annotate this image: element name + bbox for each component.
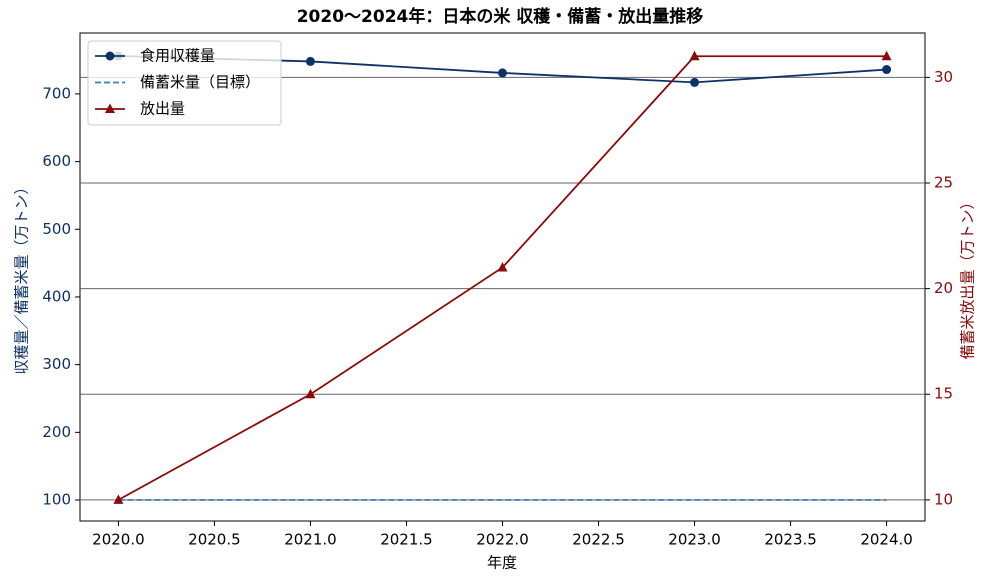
y-tick-label: 400 (42, 287, 71, 305)
y2-tick-label: 15 (934, 385, 953, 403)
y-tick-label: 600 (42, 152, 71, 170)
legend-label: 放出量 (140, 100, 185, 118)
legend-box (87, 40, 282, 126)
y-tick-label: 500 (42, 220, 71, 238)
data-point (498, 68, 507, 78)
chart-title: 2020〜2024年：日本の米 収穫・備蓄・放出量推移 (297, 6, 704, 27)
legend-label: 食用収穫量 (140, 47, 215, 65)
data-point (881, 50, 892, 61)
legend-label: 備蓄米量（目標） (140, 73, 260, 91)
x-tick-label: 2020.5 (188, 531, 241, 549)
y-tick-label: 100 (42, 491, 71, 509)
y-tick-label: 300 (42, 355, 71, 373)
data-point (690, 77, 700, 87)
x-tick-label: 2023.0 (668, 531, 721, 549)
x-axis-label: 年度 (487, 554, 517, 572)
data-point (113, 494, 124, 504)
y2-tick-label: 10 (934, 490, 953, 508)
y2-tick-label: 30 (934, 68, 953, 86)
x-tick-label: 2023.5 (764, 531, 817, 549)
y2-tick-label: 20 (934, 279, 953, 297)
y-tick-label: 200 (42, 423, 71, 441)
y-tick-label: 700 (42, 84, 71, 102)
x-tick-label: 2021.0 (284, 531, 337, 549)
x-tick-label: 2021.5 (380, 531, 433, 549)
legend-marker (105, 103, 115, 113)
data-point (497, 261, 508, 272)
x-tick-label: 2020.0 (92, 531, 145, 549)
data-point (882, 65, 892, 75)
x-tick-label: 2022.0 (476, 531, 529, 549)
y2-tick-label: 25 (934, 173, 953, 191)
x-tick-label: 2022.5 (572, 531, 625, 549)
y2-axis-label: 備蓄米放出量（万トン） (959, 194, 977, 359)
x-tick-label: 2024.0 (860, 531, 913, 549)
data-point (305, 56, 315, 66)
data-point (305, 388, 316, 399)
legend-marker (105, 51, 115, 61)
y-axis-label: 収穫量／備蓄米量（万トン） (13, 179, 31, 374)
data-point (689, 50, 700, 61)
